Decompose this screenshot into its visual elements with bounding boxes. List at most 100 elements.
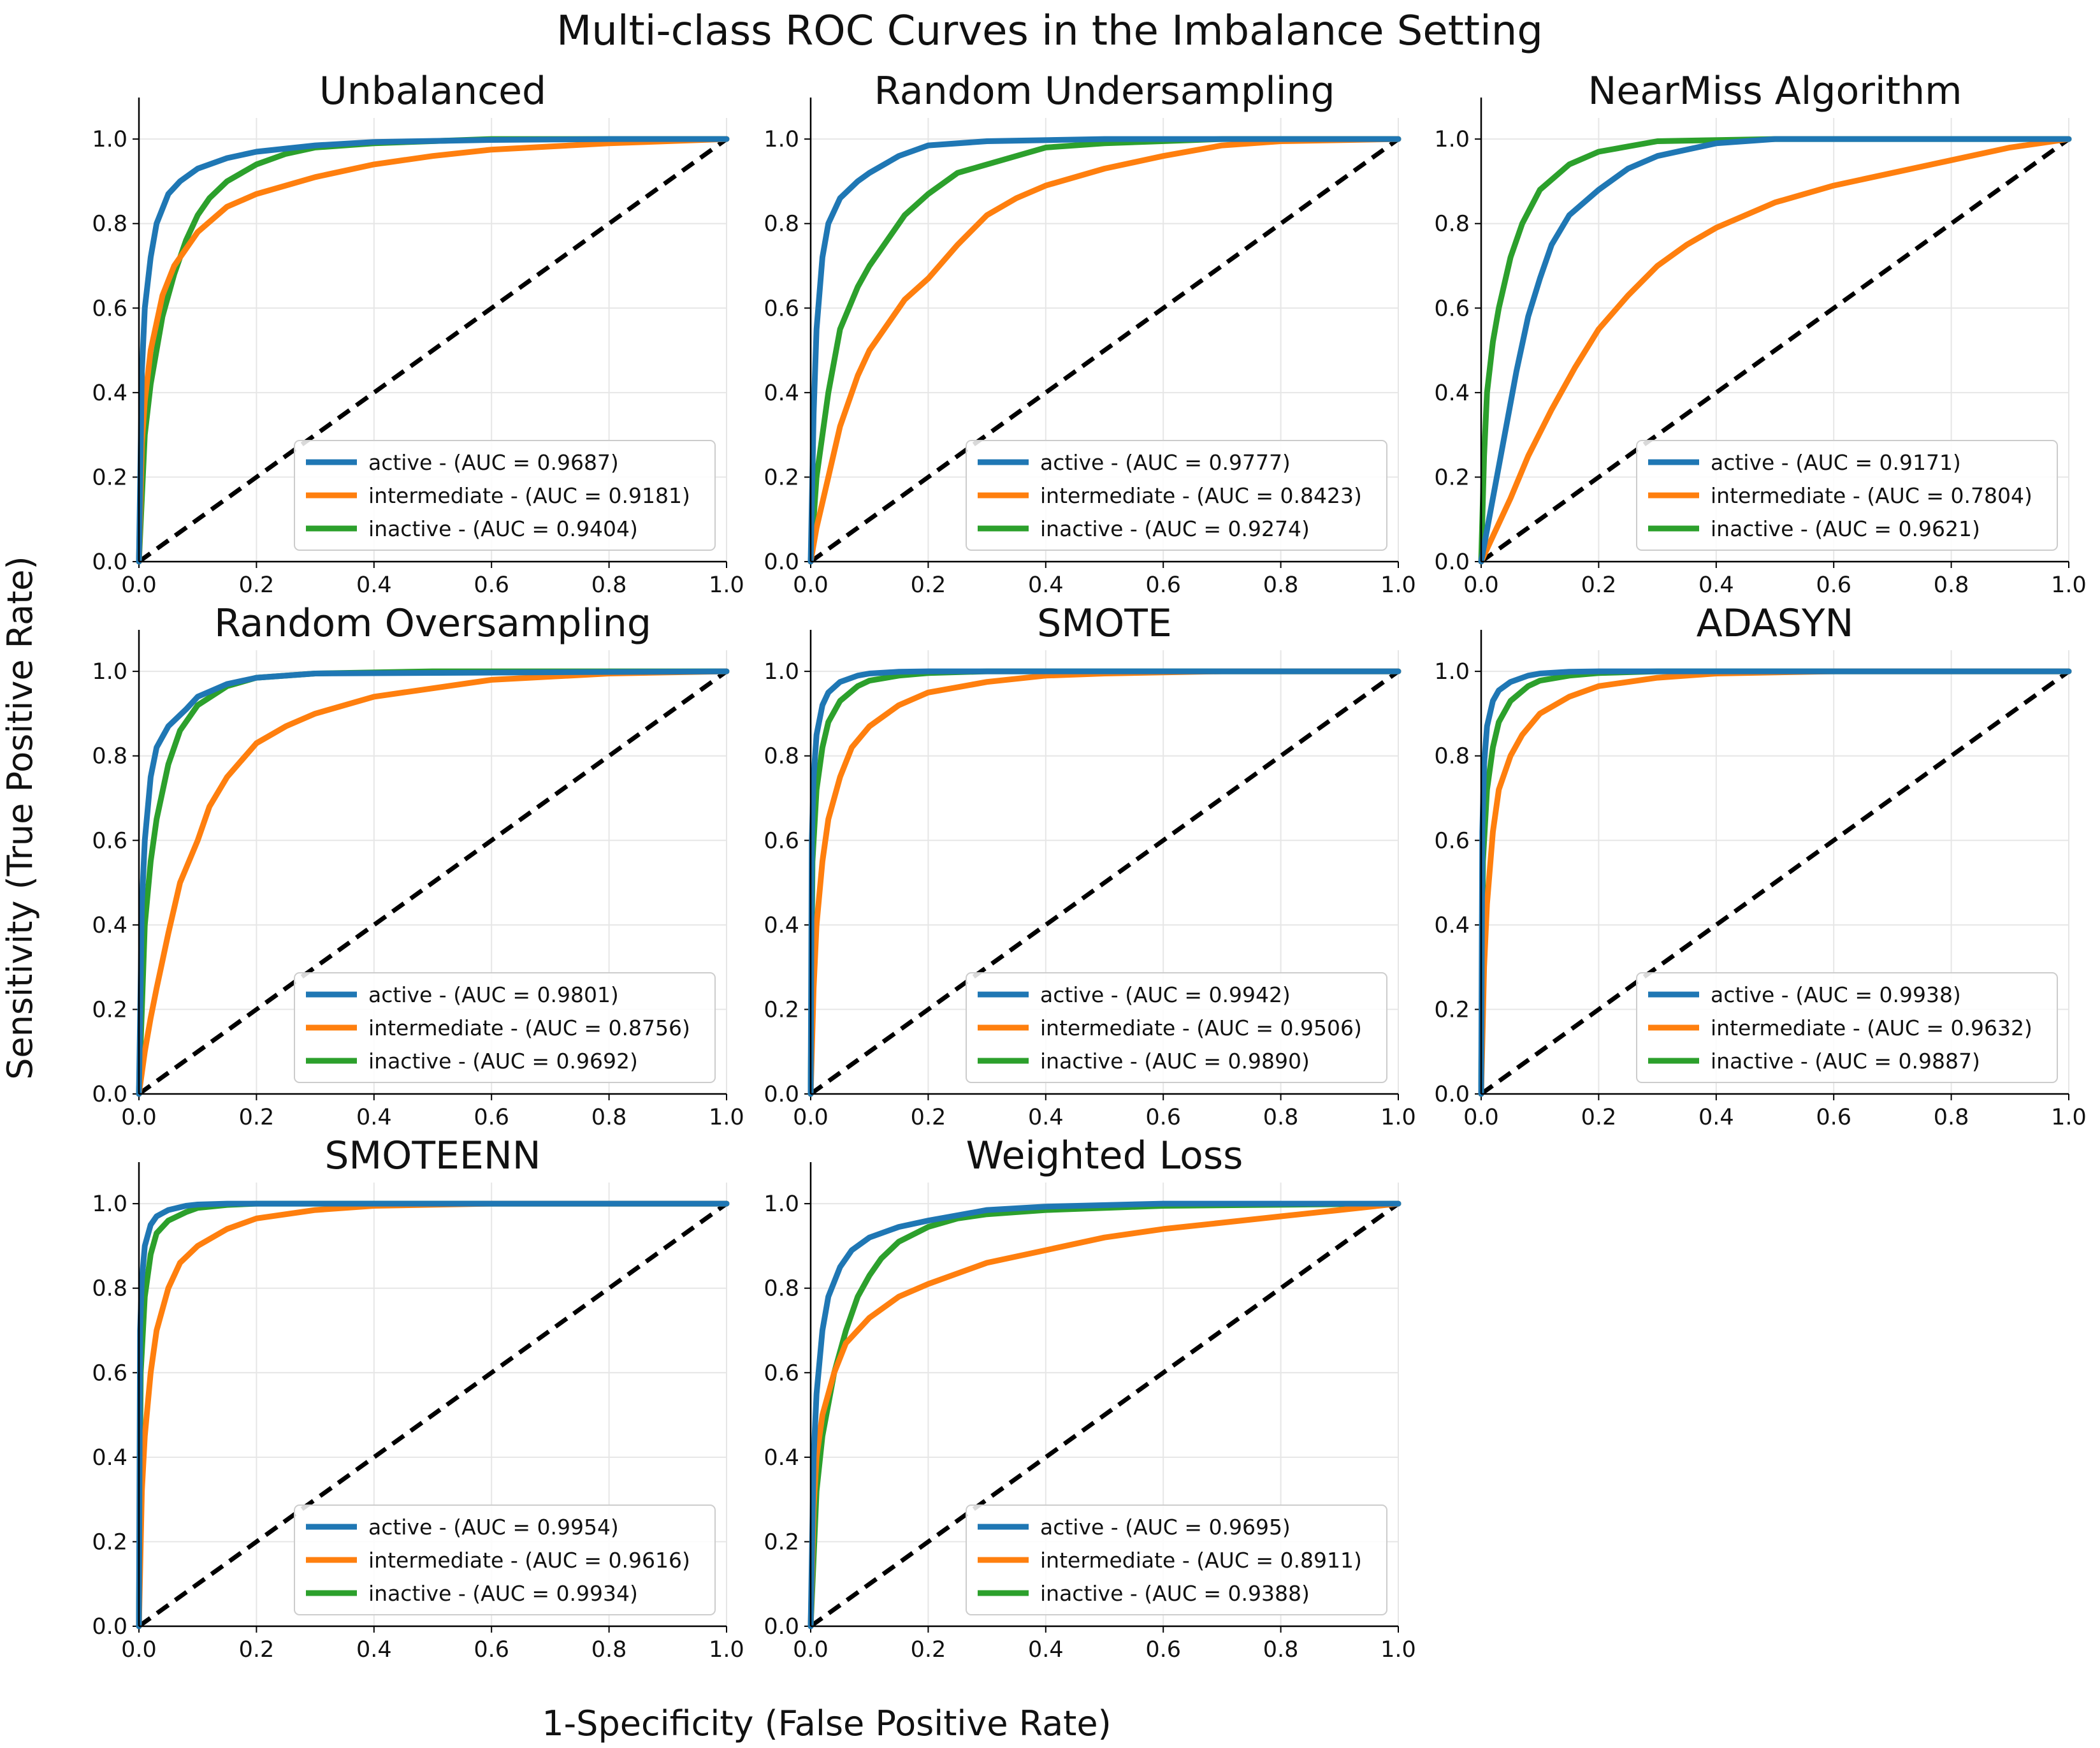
legend-label-inactive: inactive - (AUC = 0.9388) [1040,1581,1310,1606]
panel-title: SMOTEENN [324,1133,540,1178]
y-tick-label: 0.4 [1434,381,1470,406]
chance-diagonal [137,137,728,564]
x-tick-label: 0.6 [474,1637,509,1663]
y-tick-label: 0.8 [92,212,127,237]
y-tick-label: 0.4 [764,1445,799,1471]
y-tick-label: 0.8 [1434,212,1470,237]
legend-label-active: active - (AUC = 0.9801) [368,982,619,1007]
x-tick-label: 0.2 [1581,572,1617,598]
x-tick-label: 0.2 [1581,1105,1617,1130]
panel-title: Unbalanced [319,69,546,113]
roc-curve-active [807,668,1401,1097]
y-tick-label: 0.2 [764,465,799,490]
x-tick-label: 0.2 [239,572,275,598]
x-tick-label: 0.2 [239,1105,275,1130]
chance-diagonal [809,137,1400,564]
y-tick-label: 0.0 [764,1082,799,1107]
x-tick-label: 0.4 [1028,1105,1064,1130]
y-tick-label: 1.0 [1434,659,1470,685]
x-tick-label: 0.0 [793,1637,829,1663]
x-tick-label: 0.6 [1145,1105,1181,1130]
x-tick-label: 1.0 [1380,1105,1416,1130]
x-tick-label: 1.0 [709,572,744,598]
x-tick-label: 0.4 [1698,1105,1734,1130]
roc-curve-intermediate [1478,136,2072,565]
roc-curve-active [1478,136,2072,565]
roc-panel: Random Undersampling 0.00.0 0.2 0.2 0.4 0.4 0.… [764,69,1416,598]
legend-box [966,1504,1387,1615]
y-tick-label: 0.2 [92,465,127,490]
x-tick-label: 0.4 [1028,1637,1064,1663]
roc-curve-intermediate [136,136,730,565]
y-tick-label: 1.0 [764,127,799,152]
x-tick-label: 0.4 [1028,572,1064,598]
x-tick-label: 0.2 [911,572,946,598]
y-tick-label: 0.0 [1434,1082,1470,1107]
x-tick-label: 0.8 [1934,1105,1969,1130]
legend-label-inactive: inactive - (AUC = 0.9404) [368,516,638,541]
y-tick-label: 0.4 [764,913,799,938]
x-tick-label: 0.0 [1463,572,1499,598]
legend-label-inactive: inactive - (AUC = 0.9621) [1711,516,1980,541]
x-tick-label: 0.2 [911,1637,946,1663]
panel-title: Weighted Loss [966,1133,1243,1178]
y-tick-label: 0.2 [1434,997,1470,1023]
x-tick-label: 0.4 [356,1105,392,1130]
roc-curve-inactive [807,136,1401,565]
x-tick-label: 0.4 [356,572,392,598]
roc-panel: NearMiss Algorithm 0.00.0 0.2 0.2 0.4 0.4 0.6 0… [1434,69,2087,598]
panel-title: ADASYN [1697,601,1854,646]
roc-curve-inactive [807,1200,1401,1629]
x-tick-label: 0.8 [1263,572,1299,598]
y-tick-label: 0.6 [764,1360,799,1386]
y-tick-label: 1.0 [1434,127,1470,152]
x-tick-label: 0.2 [911,1105,946,1130]
legend-box [294,972,716,1083]
y-tick-label: 1.0 [92,1191,127,1217]
chance-diagonal [137,1202,728,1628]
legend-label-inactive: inactive - (AUC = 0.9934) [368,1581,638,1606]
roc-curve-active [807,1200,1401,1629]
y-tick-label: 0.2 [1434,465,1470,490]
roc-curve-active [136,136,730,565]
y-tick-label: 0.6 [92,828,127,854]
roc-curve-intermediate [136,668,730,1097]
x-tick-label: 0.8 [1263,1105,1299,1130]
panel-title: NearMiss Algorithm [1588,69,1962,113]
y-axis-label: Sensitivity (True Positive Rate) [0,556,40,1079]
legend-label-active: active - (AUC = 0.9687) [368,450,619,475]
figure-title: Multi-class ROC Curves in the Imbalance … [556,8,1543,55]
legend-label-inactive: inactive - (AUC = 0.9692) [368,1049,638,1074]
y-tick-label: 0.2 [764,1529,799,1555]
roc-curve-active [807,136,1401,565]
roc-curve-intermediate [807,668,1401,1097]
y-tick-label: 0.4 [92,381,127,406]
x-tick-label: 0.6 [1816,1105,1851,1130]
legend-box [1636,972,2058,1083]
roc-panel: SMOTEENN 0.00.0 0.2 0.2 0.4 0.4 0.6 0.6 0.8 0.8 1.… [92,1133,744,1663]
legend-label-intermediate: intermediate - (AUC = 0.8911) [1040,1548,1362,1573]
x-tick-label: 0.6 [474,1105,509,1130]
y-tick-label: 0.8 [92,1276,127,1302]
y-tick-label: 0.6 [92,1360,127,1386]
legend-label-inactive: inactive - (AUC = 0.9887) [1711,1049,1980,1074]
chance-diagonal [137,669,728,1096]
x-tick-label: 0.6 [1816,572,1851,598]
legend-label-active: active - (AUC = 0.9942) [1040,982,1291,1007]
x-tick-label: 0.6 [474,572,509,598]
roc-curve-active [1478,668,2072,1097]
y-tick-label: 0.8 [764,1276,799,1302]
x-tick-label: 0.4 [1698,572,1734,598]
x-tick-label: 1.0 [709,1105,744,1130]
legend-label-intermediate: intermediate - (AUC = 0.9632) [1711,1016,2032,1040]
chance-diagonal [809,669,1400,1096]
x-tick-label: 1.0 [1380,1637,1416,1663]
y-tick-label: 0.6 [764,828,799,854]
roc-panel: ADASYN 0.00.0 0.2 0.2 0.4 0.4 0.6 0.6 0.8 0.8 1.0 1… [1434,601,2087,1130]
legend-label-intermediate: intermediate - (AUC = 0.7804) [1711,483,2032,508]
legend-label-intermediate: intermediate - (AUC = 0.9506) [1040,1016,1362,1040]
x-tick-label: 0.4 [356,1637,392,1663]
y-tick-label: 0.0 [92,1082,127,1107]
legend-box [294,1504,716,1615]
chance-diagonal [1479,669,2071,1096]
